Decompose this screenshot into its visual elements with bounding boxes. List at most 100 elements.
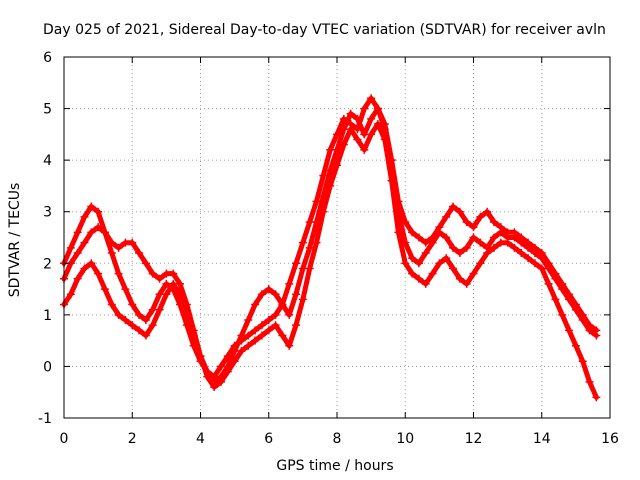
data-point bbox=[449, 202, 458, 211]
data-point bbox=[339, 140, 348, 149]
data-point bbox=[455, 248, 464, 257]
data-point bbox=[592, 331, 601, 340]
data-point bbox=[414, 274, 423, 283]
data-point bbox=[292, 290, 301, 299]
data-point bbox=[285, 310, 294, 319]
data-marks bbox=[60, 94, 601, 402]
data-point bbox=[244, 316, 253, 325]
data-point bbox=[155, 290, 164, 299]
data-point bbox=[66, 243, 75, 252]
data-point bbox=[319, 171, 328, 180]
data-point bbox=[585, 377, 594, 386]
data-point bbox=[128, 238, 137, 247]
data-point bbox=[408, 254, 417, 263]
data-point bbox=[182, 310, 191, 319]
data-point bbox=[114, 269, 123, 278]
data-point bbox=[414, 259, 423, 268]
data-point bbox=[524, 243, 533, 252]
data-point bbox=[257, 331, 266, 340]
data-point bbox=[312, 238, 321, 247]
data-point bbox=[571, 305, 580, 314]
y-tick-label: 1 bbox=[43, 308, 52, 324]
data-point bbox=[148, 305, 157, 314]
data-point bbox=[319, 207, 328, 216]
data-point bbox=[387, 176, 396, 185]
data-point bbox=[455, 207, 464, 216]
data-point bbox=[107, 238, 116, 247]
data-point bbox=[544, 279, 553, 288]
data-point bbox=[558, 310, 567, 319]
data-point bbox=[251, 326, 260, 335]
data-point bbox=[87, 259, 96, 268]
data-point bbox=[216, 377, 225, 386]
data-point bbox=[230, 346, 239, 355]
data-point bbox=[141, 259, 150, 268]
data-point bbox=[251, 336, 260, 345]
x-tick-label: 14 bbox=[533, 431, 551, 447]
y-tick-label: 4 bbox=[43, 153, 52, 169]
data-point bbox=[162, 290, 171, 299]
data-point bbox=[462, 279, 471, 288]
data-point bbox=[353, 135, 362, 144]
data-point bbox=[196, 352, 205, 361]
data-point bbox=[169, 279, 178, 288]
data-point bbox=[203, 372, 212, 381]
data-point bbox=[489, 218, 498, 227]
data-point bbox=[94, 207, 103, 216]
data-point bbox=[435, 228, 444, 237]
data-point bbox=[510, 233, 519, 242]
data-point bbox=[578, 357, 587, 366]
data-point bbox=[73, 274, 82, 283]
data-point bbox=[257, 290, 266, 299]
data-point bbox=[442, 233, 451, 242]
data-point bbox=[449, 243, 458, 252]
data-point bbox=[476, 238, 485, 247]
data-point bbox=[114, 310, 123, 319]
data-point bbox=[551, 295, 560, 304]
data-point bbox=[476, 212, 485, 221]
data-point bbox=[264, 316, 273, 325]
data-point bbox=[449, 264, 458, 273]
data-point bbox=[264, 326, 273, 335]
data-point bbox=[551, 274, 560, 283]
data-point bbox=[73, 248, 82, 257]
data-point bbox=[565, 326, 574, 335]
data-point bbox=[476, 259, 485, 268]
y-tick-label: 5 bbox=[43, 102, 52, 118]
data-point bbox=[544, 264, 553, 273]
data-point bbox=[162, 279, 171, 288]
data-point bbox=[107, 300, 116, 309]
data-point bbox=[394, 228, 403, 237]
data-point bbox=[292, 259, 301, 268]
data-point bbox=[373, 120, 382, 129]
data-point bbox=[285, 341, 294, 350]
data-point bbox=[401, 259, 410, 268]
data-point bbox=[408, 228, 417, 237]
data-point bbox=[80, 212, 89, 221]
data-point bbox=[496, 228, 505, 237]
y-tick-label: 0 bbox=[43, 359, 52, 375]
x-tick-label: 12 bbox=[465, 431, 483, 447]
data-point bbox=[162, 269, 171, 278]
data-point bbox=[353, 114, 362, 123]
data-point bbox=[251, 300, 260, 309]
data-point bbox=[571, 341, 580, 350]
data-point bbox=[524, 254, 533, 263]
data-point bbox=[530, 259, 539, 268]
x-tick-label: 2 bbox=[128, 431, 137, 447]
data-point bbox=[565, 295, 574, 304]
x-tick-label: 4 bbox=[196, 431, 205, 447]
data-point bbox=[346, 125, 355, 134]
x-axis-ticks: 0 2 4 6 8 10 12 14 16 bbox=[60, 57, 619, 447]
data-point bbox=[305, 243, 314, 252]
data-point bbox=[135, 326, 144, 335]
x-tick-label: 6 bbox=[264, 431, 273, 447]
data-point bbox=[100, 285, 109, 294]
data-point bbox=[298, 264, 307, 273]
data-point bbox=[421, 248, 430, 257]
x-tick-label: 8 bbox=[333, 431, 342, 447]
data-point bbox=[483, 248, 492, 257]
data-point bbox=[271, 290, 280, 299]
data-point bbox=[210, 383, 219, 392]
